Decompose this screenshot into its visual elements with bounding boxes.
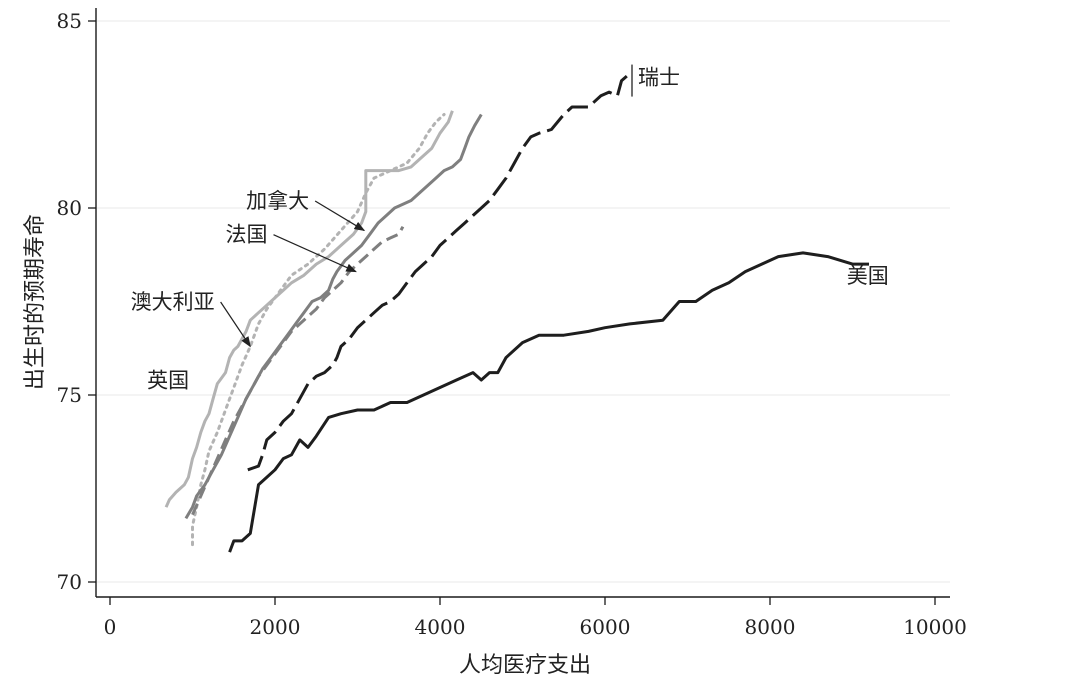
- x-tick-label: 8000: [745, 615, 796, 639]
- x-tick-label: 2000: [250, 615, 301, 639]
- y-tick-label: 70: [57, 570, 82, 594]
- series-line-法国: [191, 225, 405, 516]
- x-tick-label: 10000: [903, 615, 967, 639]
- annotation-label: 法国: [226, 223, 268, 247]
- y-axis-title: 出生时的预期寿命: [23, 214, 48, 390]
- annotation-arrow: [220, 301, 251, 348]
- x-tick-label: 6000: [580, 615, 631, 639]
- y-tick-label: 80: [57, 196, 82, 220]
- series-lines: [164, 72, 869, 553]
- grid-lines: [96, 20, 950, 583]
- x-tick-label: 4000: [415, 615, 466, 639]
- annotation-arrow: [314, 200, 366, 232]
- y-tick-label: 85: [57, 9, 82, 33]
- x-axis-title: 人均医疗支出: [459, 653, 591, 678]
- axis-ticks: 70 75 80 85 0 2000 4000 6000 8000 10000: [57, 9, 967, 639]
- y-tick-label: 75: [57, 383, 82, 407]
- annotation-label: 英国: [147, 369, 189, 393]
- axes: [95, 8, 950, 598]
- annotation-label: 瑞士: [638, 66, 680, 90]
- series-line-英国: [191, 113, 446, 547]
- x-tick-label: 0: [104, 615, 117, 639]
- annotation-label: 澳大利亚: [131, 290, 215, 314]
- series-line-加拿大: [184, 113, 483, 520]
- annotation-label: 美国: [847, 264, 889, 288]
- annotation-label: 加拿大: [246, 189, 309, 213]
- series-line-美国: [228, 251, 869, 553]
- annotation-arrow: [273, 234, 357, 273]
- series-line-瑞士: [247, 72, 631, 472]
